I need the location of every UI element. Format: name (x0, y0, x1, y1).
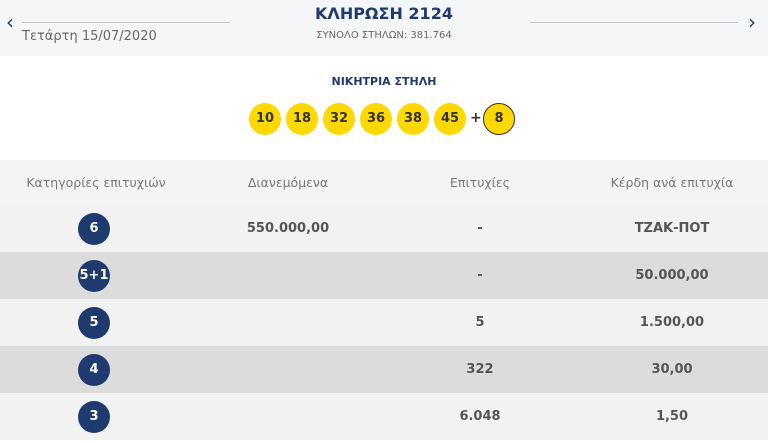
column-header: Διανεμόμενα (247, 175, 329, 190)
table-row: 5 5 1.500,00 (0, 299, 768, 346)
category-badge: 5 (78, 306, 110, 339)
winners: 6.048 (459, 409, 501, 424)
column-header: Κέρδη ανά επιτυχία (610, 175, 734, 190)
draw-title: ΚΛΗΡΩΣΗ 2124 (315, 4, 453, 23)
category-badge: 4 (78, 353, 110, 386)
ball: 18 (286, 103, 318, 135)
prize: ΤΖΑΚ-ΠΟΤ (634, 221, 710, 236)
distributed: 550.000,00 (246, 221, 330, 236)
winners: 322 (466, 362, 494, 377)
ball: 32 (323, 103, 355, 135)
prize: 30,00 (651, 362, 693, 377)
category-badge: 6 (78, 212, 110, 245)
ball: 45 (434, 103, 466, 135)
table-header: Κατηγορίες επιτυχιών Διανεμόμενα Επιτυχίες… (0, 160, 768, 205)
table-row: 3 6.048 1,50 (0, 393, 768, 440)
table-row: 6 550.000,00 - ΤΖΑΚ-ΠΟΤ (0, 205, 768, 252)
prize: 1.500,00 (639, 315, 705, 330)
table-row: 5+1 - 50.000,00 (0, 252, 768, 299)
category-badge: 5+1 (78, 259, 110, 292)
category-badge: 3 (78, 400, 110, 433)
winning-label: ΝΙΚΗΤΡΙΑ ΣΤΗΛΗ (331, 75, 437, 88)
ball: 38 (397, 103, 429, 135)
bonus-ball: 8 (483, 103, 515, 135)
draw-subtitle: ΣΥΝΟΛΟ ΣΤΗΛΩΝ: 381.764 (316, 30, 452, 41)
plus: + (470, 110, 482, 126)
next-arrow[interactable]: › (748, 10, 756, 34)
prize: 1,50 (655, 409, 689, 424)
prev-arrow[interactable]: ‹ (6, 10, 14, 34)
winners: - (477, 268, 483, 283)
winners: 5 (475, 315, 485, 330)
ball: 10 (249, 103, 281, 135)
table-row: 4 322 30,00 (0, 346, 768, 393)
prize: 50.000,00 (635, 268, 709, 283)
column-header: Επιτυχίες (450, 175, 510, 190)
header-bar (0, 0, 768, 56)
divider (22, 22, 230, 23)
column-header: Κατηγορίες επιτυχιών (26, 175, 166, 190)
draw-date: Τετάρτη 15/07/2020 (22, 29, 157, 44)
winners: - (477, 221, 483, 236)
divider (530, 22, 738, 23)
ball: 36 (360, 103, 392, 135)
